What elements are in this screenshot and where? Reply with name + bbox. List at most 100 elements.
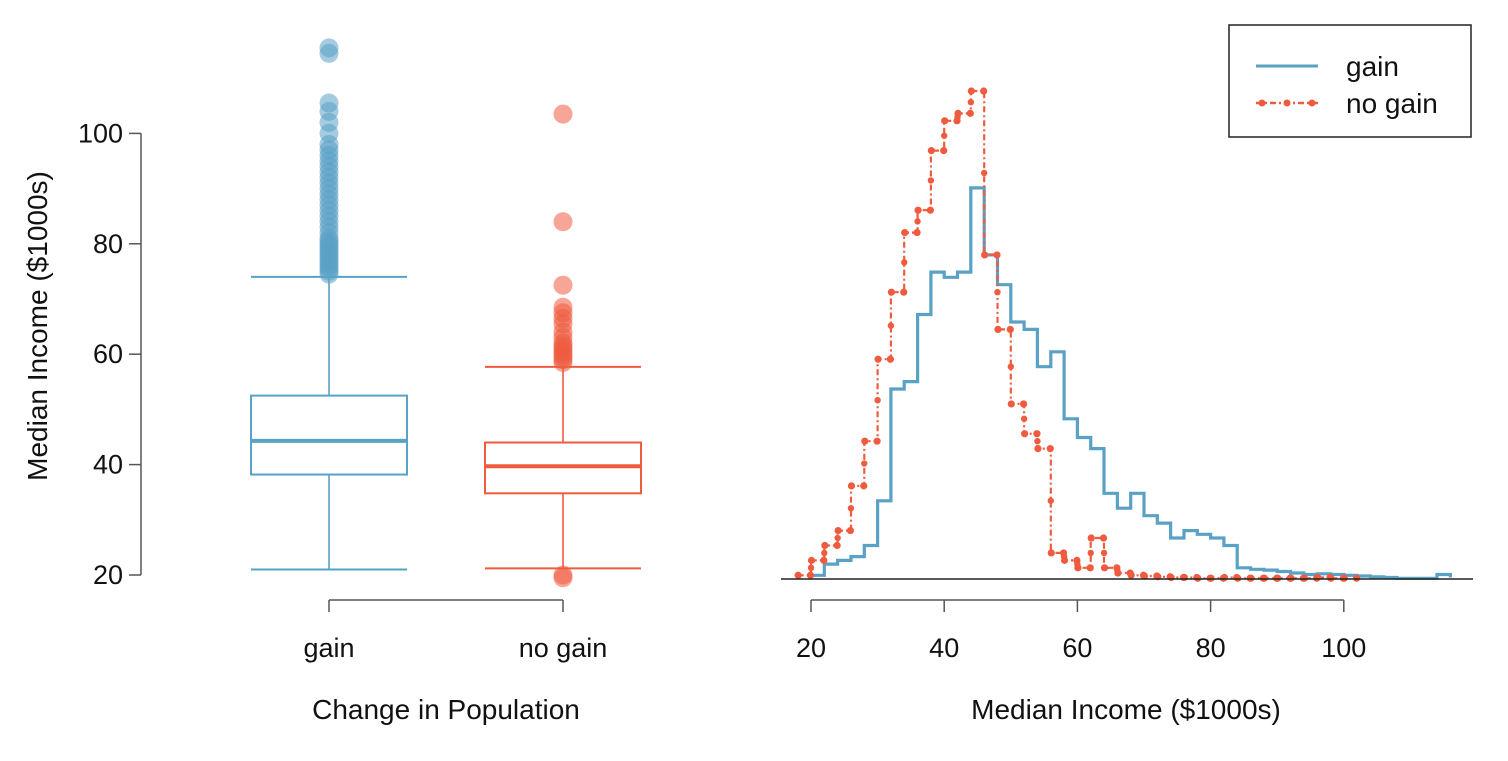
y-tick-label: 20: [93, 560, 123, 590]
x-tick-label: 20: [796, 633, 826, 663]
series-point-no-gain: [1100, 564, 1109, 572]
series-point-no-gain: [833, 541, 841, 550]
series-point-no-gain: [1234, 574, 1241, 582]
box-gain: [250, 394, 408, 476]
series-point-no-gain: [1154, 573, 1161, 580]
series-point-no-gain: [807, 564, 815, 572]
series-point-no-gain: [873, 437, 881, 445]
series-point-no-gain: [1220, 574, 1228, 582]
series-point-no-gain: [980, 87, 988, 95]
boxplot-panel: 20 40 60 80 100 gain no gain Median Income ($…: [22, 38, 642, 725]
outlier-point-no-gain: [553, 275, 573, 295]
series-point-no-gain: [1086, 564, 1094, 572]
distribution-marks: [794, 87, 1452, 582]
series-point-no-gain: [1060, 553, 1068, 560]
distribution-x-axis: 20 40 60 80 100: [781, 578, 1473, 663]
outlier-point-no-gain: [553, 104, 573, 124]
series-point-no-gain: [821, 549, 828, 557]
series-point-no-gain: [1034, 437, 1041, 445]
series-line-no-gain: [797, 89, 1344, 580]
series-point-no-gain: [1074, 560, 1081, 568]
boxplot-x-axis-title: Change in Population: [312, 694, 580, 725]
series-point-no-gain: [967, 87, 975, 95]
series-point-no-gain: [847, 482, 856, 490]
series-point-no-gain: [994, 288, 1001, 296]
series-point-no-gain: [846, 526, 855, 535]
series-point-no-gain: [1046, 445, 1054, 453]
boxplot-x-axis: gain no gain: [303, 599, 608, 663]
series-point-no-gain: [834, 534, 841, 542]
x-tick-label: 60: [1062, 633, 1092, 663]
series-point-no-gain: [1020, 400, 1028, 408]
series-point-no-gain: [887, 322, 895, 329]
series-point-no-gain: [967, 99, 975, 106]
y-tick-label: 80: [93, 229, 123, 259]
series-point-no-gain: [940, 147, 948, 155]
series-point-no-gain: [887, 288, 896, 296]
series-point-no-gain: [941, 132, 948, 139]
series-point-no-gain: [1140, 572, 1148, 579]
outlier-point-no-gain: [553, 297, 573, 317]
legend: gain no gain: [1228, 24, 1472, 138]
legend-marker-no-gain: [1258, 99, 1266, 107]
series-point-no-gain: [861, 460, 868, 467]
series-point-no-gain: [981, 251, 989, 259]
series-point-no-gain: [860, 482, 868, 490]
series-point-no-gain: [874, 397, 881, 404]
legend-marker-no-gain: [1283, 99, 1291, 107]
legend-marker-no-gain: [1308, 99, 1316, 107]
series-point-no-gain: [1021, 430, 1029, 438]
series-point-no-gain: [1047, 549, 1055, 557]
series-point-no-gain: [806, 571, 815, 579]
x-tick-label: no gain: [519, 633, 608, 663]
series-point-no-gain: [914, 206, 922, 214]
series-point-no-gain: [941, 117, 949, 125]
boxplot-marks: [250, 38, 642, 588]
outlier-point-gain: [319, 38, 339, 58]
legend-box: [1228, 24, 1472, 138]
series-point-no-gain: [794, 571, 802, 579]
series-point-no-gain: [901, 228, 909, 237]
series-point-no-gain: [966, 109, 974, 117]
x-tick-label: gain: [303, 633, 354, 663]
series-point-no-gain: [914, 218, 921, 225]
series-point-no-gain: [821, 541, 829, 550]
series-point-no-gain: [1007, 400, 1015, 408]
series-point-no-gain: [900, 288, 908, 296]
outlier-point-no-gain: [553, 212, 573, 232]
series-point-no-gain: [886, 355, 895, 363]
series-point-no-gain: [847, 505, 855, 512]
y-tick-label: 100: [78, 118, 123, 148]
y-tick-label: 40: [93, 450, 123, 480]
series-point-no-gain: [1006, 325, 1014, 334]
boxplot-y-axis-title: Median Income ($1000s): [22, 171, 53, 481]
series-point-no-gain: [954, 113, 961, 121]
distribution-panel: 20 40 60 80 100 Median Income ($1000s) gain …: [781, 24, 1473, 725]
y-tick-label: 60: [93, 339, 123, 369]
series-point-no-gain: [1327, 574, 1334, 582]
series-point-no-gain: [926, 206, 934, 214]
series-point-no-gain: [994, 325, 1002, 334]
series-point-no-gain: [1087, 534, 1095, 542]
series-point-no-gain: [834, 526, 842, 535]
series-point-no-gain: [1034, 445, 1042, 453]
series-point-no-gain: [1114, 567, 1121, 574]
series-point-no-gain: [1313, 574, 1321, 582]
series-point-no-gain: [1100, 549, 1108, 557]
legend-label-no-gain: no gain: [1346, 88, 1438, 119]
series-point-no-gain: [807, 556, 816, 564]
series-point-no-gain: [861, 437, 869, 445]
outlier-point-gain: [319, 93, 339, 113]
series-point-no-gain: [1047, 497, 1054, 504]
x-tick-label: 40: [929, 633, 959, 663]
series-point-no-gain: [1194, 574, 1201, 582]
series-point-no-gain: [913, 228, 921, 237]
series-line-gain: [811, 186, 1452, 580]
series-point-no-gain: [874, 355, 882, 363]
x-tick-label: 80: [1196, 633, 1226, 663]
series-point-no-gain: [1020, 415, 1028, 423]
series-point-no-gain: [1033, 430, 1041, 438]
series-point-no-gain: [927, 177, 935, 184]
series-point-no-gain: [1099, 534, 1108, 542]
